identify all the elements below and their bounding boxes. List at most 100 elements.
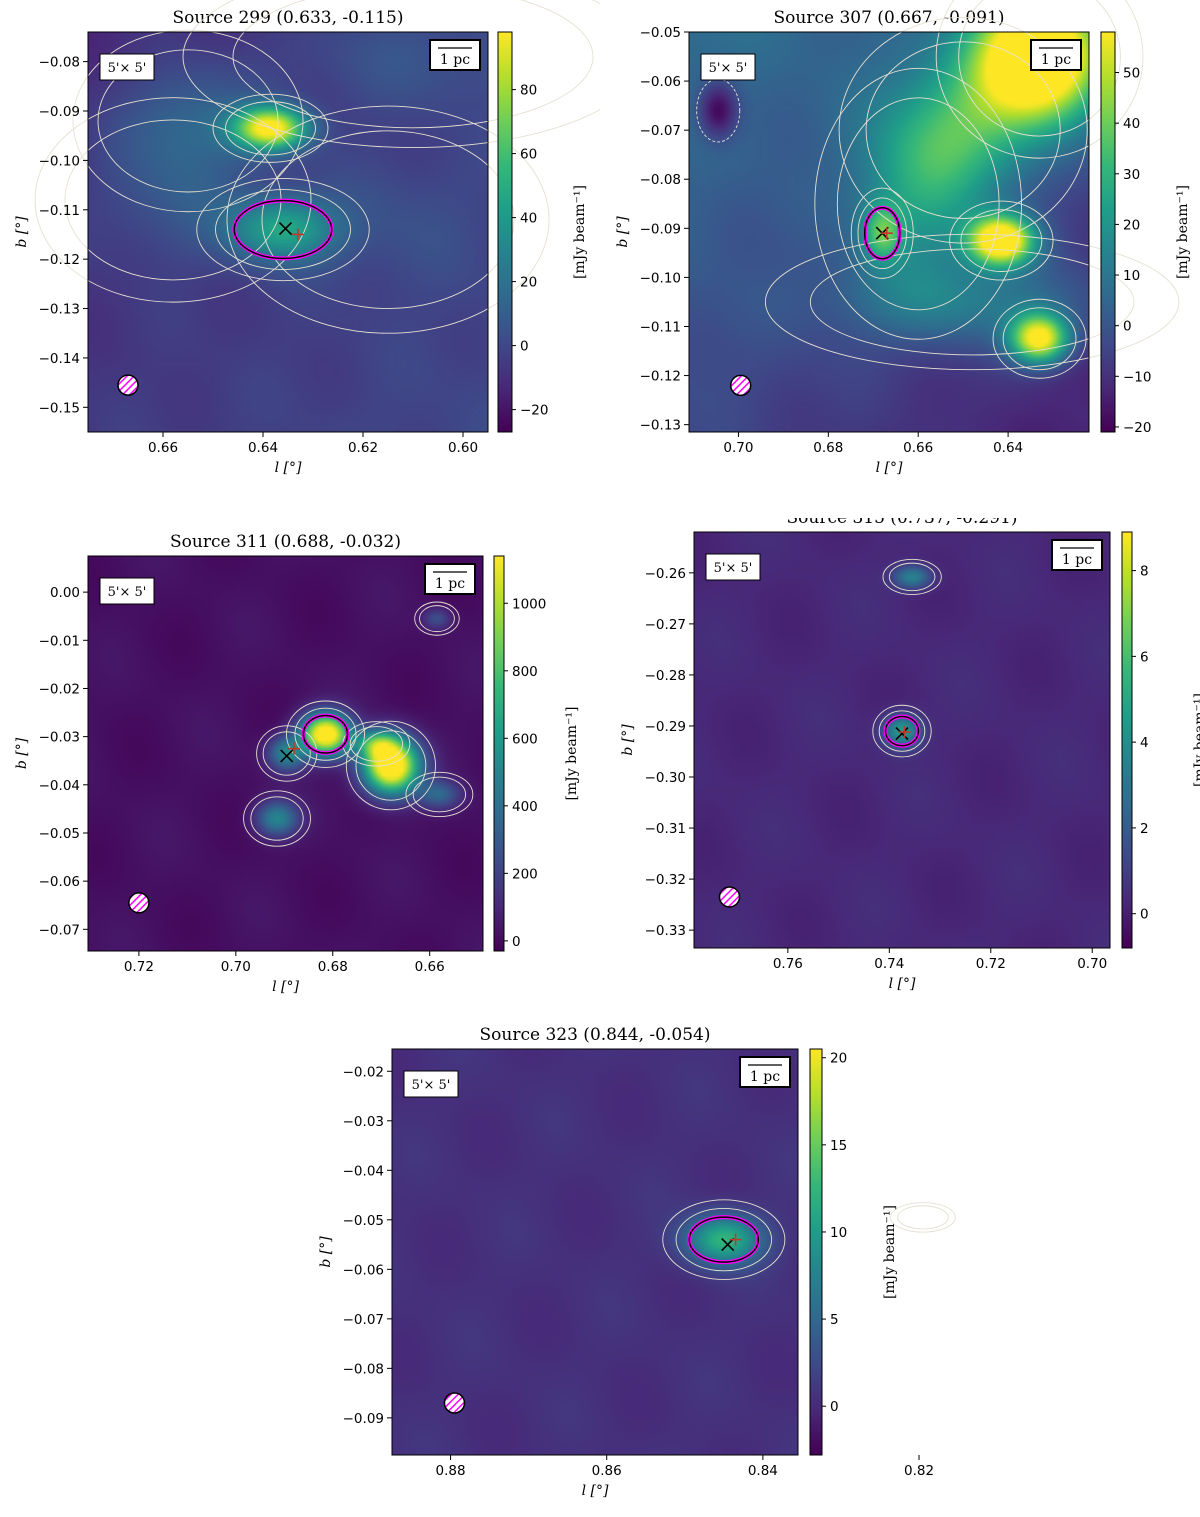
y-tick-label: −0.12 [640,369,681,385]
contour-line [97,49,279,193]
contour-line [261,130,515,309]
scalebar-label: 1 pc [440,52,470,68]
contour-line [809,248,1135,356]
colorbar-tick-label: 800 [512,664,538,680]
panel-source-311: Source 311 (0.688, -0.032) 5'× 5' 1 pc 0.72… [14,532,580,995]
colorbar-label: [mJy beam⁻¹] [1192,693,1200,787]
colorbar-tick-label: 5 [830,1312,839,1328]
contour-line [405,771,474,818]
contour-line [882,558,942,595]
peak-marker [280,749,294,763]
x-tick-label: 0.60 [448,440,478,456]
colorbar-tick-label: −10 [1123,369,1152,385]
contour-line [225,101,316,156]
scalebar-frame [739,1056,791,1088]
contour-line [857,197,907,270]
source-mask-inner [233,199,333,260]
contour-line [414,601,460,636]
colorbar-tick-label: −20 [1123,420,1152,436]
y-tick-label: −0.01 [39,633,80,649]
source-mask-inner [688,1216,760,1263]
colorbar-tick-label: 80 [520,83,537,99]
contour-line [349,726,403,762]
contour-line [675,1207,773,1272]
colorbar [809,1048,823,1456]
y-tick-label: −0.27 [645,617,686,633]
colorbar-tick-label: 0 [830,1399,839,1415]
y-tick-label: −0.08 [640,172,681,188]
x-tick-label: 0.70 [221,959,251,975]
scalebar-frame [1030,39,1082,71]
colorbar-tick-label: 40 [520,211,537,227]
y-tick-label: −0.08 [39,55,80,71]
contour-line [836,97,1000,311]
chart-title: Source 315 (0.737, -0.291) [787,518,1018,528]
contour-line [992,298,1087,379]
y-tick-label: −0.29 [645,719,686,735]
centroid-marker [898,726,911,739]
x-tick-label: 0.72 [976,956,1006,972]
colorbar-tick-label: 200 [512,866,538,882]
colorbar-tick-label: 10 [830,1225,847,1241]
peak-marker [895,727,909,741]
y-tick-label: 0.00 [50,585,80,601]
y-tick-label: −0.02 [343,1064,384,1080]
box-size-frame [99,53,155,81]
x-tick-label: 0.66 [415,959,445,975]
beam-ellipse [443,1392,466,1414]
box-size-label: 5'× 5' [714,561,753,576]
contour-line [1002,307,1077,371]
y-tick-label: −0.11 [39,203,80,219]
colorbar-tick-label: 0 [512,934,521,950]
contour-line [250,796,304,841]
y-axis-label: b [°] [14,737,30,769]
source-mask-inner [884,715,920,747]
heatmap-image [689,32,1089,432]
x-tick-label: 0.64 [993,440,1023,456]
x-tick-label: 0.66 [903,440,933,456]
scalebar-label: 1 pc [1062,552,1092,568]
panel-source-299: Source 299 (0.633, -0.115) 5'× 5' 1 pc 0.66… [14,0,600,476]
colorbar-tick-label: 8 [1140,564,1149,580]
scalebar-label: 1 pc [435,576,465,592]
y-tick-label: −0.13 [640,418,681,434]
x-tick-label: 0.68 [813,440,843,456]
y-tick-label: −0.06 [39,874,80,890]
y-tick-label: −0.03 [39,730,80,746]
scalebar-frame [1051,539,1103,571]
y-tick-label: −0.30 [645,770,686,786]
y-tick-label: −0.05 [39,826,80,842]
y-tick-label: −0.05 [640,25,681,41]
colorbar-tick-label: 20 [520,275,537,291]
scalebar-frame [429,39,481,71]
colorbar-tick-label: 4 [1140,735,1149,751]
colorbar-tick-label: 0 [1123,319,1132,335]
y-tick-label: −0.03 [343,1114,384,1130]
contour-line [345,720,436,811]
contour-line [865,41,1061,219]
y-axis-label: b [°] [620,724,636,756]
panel-source-307: Source 307 (0.667, -0.091) 5'× 5' 1 pc 0.70… [615,0,1191,476]
x-tick-label: 0.84 [748,1463,778,1479]
contour-line [960,209,1043,272]
y-axis-label: b [°] [14,216,30,248]
colorbar-tick-label: 600 [512,731,538,747]
colorbar-tick-label: 10 [1123,268,1140,284]
y-tick-label: −0.09 [39,104,80,120]
y-tick-label: −0.08 [343,1361,384,1377]
x-axis-label: l [°] [275,460,302,476]
source-mask-inner [863,206,901,260]
contour-line [949,200,1054,281]
centroid-marker [287,742,300,755]
y-tick-label: −0.10 [640,270,681,286]
chart-title: Source 307 (0.667, -0.091) [774,8,1005,28]
contour-line [814,67,1023,340]
contour-line [243,790,311,847]
y-tick-label: −0.07 [640,123,681,139]
y-tick-label: −0.28 [645,668,686,684]
box-size-label: 5'× 5' [108,585,147,600]
contour-line [935,0,1144,159]
contour-line [232,0,594,129]
colorbar-tick-label: 6 [1140,649,1149,665]
x-tick-label: 0.76 [773,956,803,972]
